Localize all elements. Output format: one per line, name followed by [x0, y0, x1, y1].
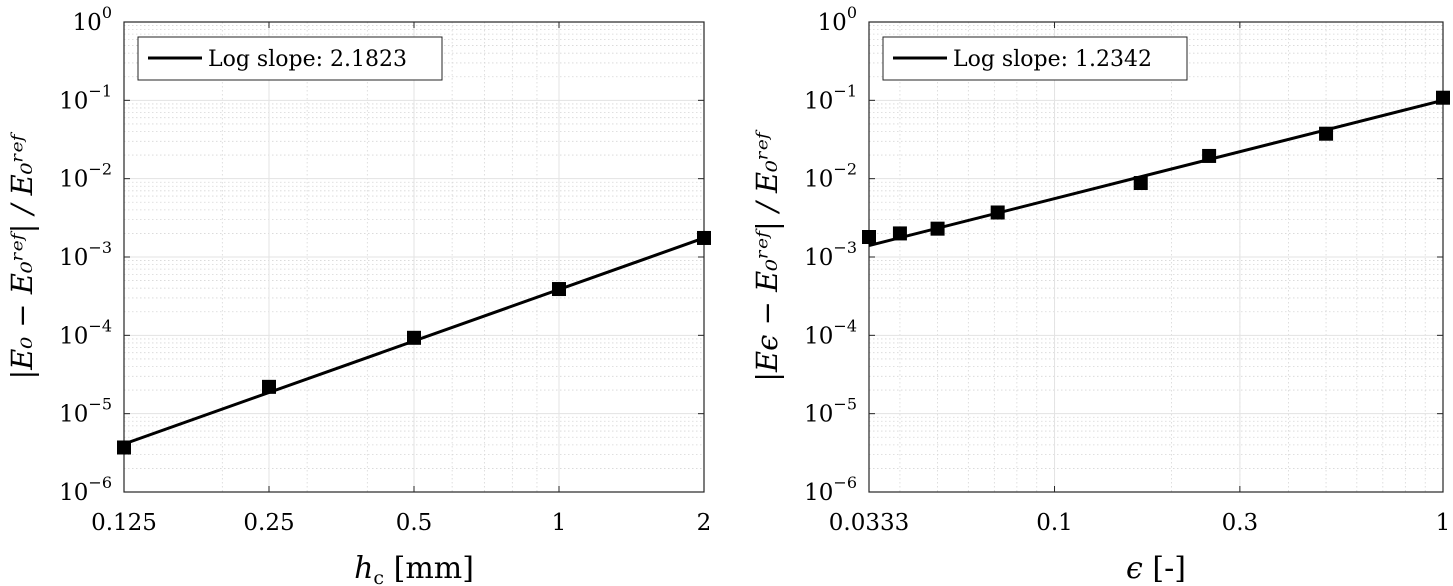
y-tick-label: 10−2 [804, 160, 857, 193]
y-tick-label: 10−6 [804, 473, 857, 506]
data-point [930, 221, 945, 236]
y-tick-mantissa: 10 [804, 245, 833, 271]
x-tick-label: 1 [552, 510, 567, 536]
data-point [892, 226, 907, 241]
x-tick-label: 0.25 [243, 510, 294, 536]
fit-line [868, 98, 1444, 248]
y-tick-mantissa: 10 [59, 480, 88, 506]
y-tick-label: 10−2 [59, 160, 112, 193]
x-tick-label: 0.125 [91, 510, 157, 536]
x-axis-subscript: c [373, 567, 384, 586]
data-point [117, 440, 131, 455]
y-tick-exponent: −1 [833, 81, 857, 100]
y-tick-exponent: −4 [833, 316, 857, 335]
y-tick-label: 10−1 [804, 81, 857, 114]
data-point [697, 230, 711, 245]
x-tick-label: 2 [697, 510, 712, 536]
y-tick-exponent: −5 [833, 395, 857, 414]
y-tick-exponent: −1 [88, 81, 112, 100]
data-point [262, 379, 276, 394]
x-axis-label: hc [mm] [354, 551, 474, 586]
y-tick-label: 10−4 [59, 316, 112, 349]
y-tick-label: 10−3 [804, 238, 857, 271]
y-tick-label: 10−5 [804, 395, 857, 428]
y-tick-mantissa: 10 [804, 323, 833, 349]
x-axis-spacer [384, 551, 394, 586]
y-axis-label: |Eϵ − E₀ʳᵉᶠ| / E₀ʳᵉᶠ [750, 129, 784, 382]
data-point [407, 330, 421, 345]
y-tick-label: 10−3 [59, 238, 112, 271]
x-tick-label: 0.5 [396, 510, 433, 536]
data-point [862, 230, 876, 245]
x-tick-label: 0.0333 [829, 510, 909, 536]
y-tick-mantissa: 10 [59, 88, 88, 114]
legend: Log slope: 1.2342 [882, 36, 1188, 81]
x-axis-unit: [mm] [394, 551, 474, 586]
y-tick-exponent: −4 [88, 316, 112, 335]
y-tick-label: 10−4 [804, 316, 857, 349]
data-point [990, 205, 1005, 220]
y-axis-label: |E₀ − E₀ʳᵉᶠ| / E₀ʳᵉᶠ [5, 131, 39, 379]
data-point [552, 282, 566, 297]
y-tick-exponent: −2 [88, 160, 112, 179]
x-tick-label: 0.1 [1036, 510, 1073, 536]
data-point [1133, 176, 1148, 191]
y-tick-mantissa: 10 [818, 10, 847, 36]
y-tick-mantissa: 10 [804, 480, 833, 506]
y-tick-exponent: −2 [833, 160, 857, 179]
x-axis-unit: [-] [1152, 551, 1186, 586]
y-tick-label: 10−1 [59, 81, 112, 114]
y-tick-exponent: −3 [88, 238, 112, 257]
x-axis-symbol: ϵ [1126, 551, 1143, 586]
data-point [1319, 126, 1334, 141]
x-tick-label: 0.3 [1222, 510, 1259, 536]
y-tick-label: 100 [73, 3, 112, 36]
y-tick-label: 10−5 [59, 395, 112, 428]
y-tick-mantissa: 10 [59, 402, 88, 428]
y-tick-mantissa: 10 [59, 245, 88, 271]
legend-entry: Log slope: 2.1823 [208, 47, 407, 72]
y-tick-mantissa: 10 [804, 167, 833, 193]
y-tick-exponent: −6 [833, 473, 857, 492]
y-tick-mantissa: 10 [804, 88, 833, 114]
y-tick-mantissa: 10 [804, 402, 833, 428]
x-axis-label: ϵ [-] [1126, 551, 1186, 586]
y-tick-exponent: −6 [88, 473, 112, 492]
y-tick-exponent: 0 [847, 3, 857, 22]
x-tick-label: 1 [1436, 510, 1451, 536]
y-tick-mantissa: 10 [59, 167, 88, 193]
y-tick-mantissa: 10 [59, 323, 88, 349]
y-tick-mantissa: 10 [73, 10, 102, 36]
data-point [1202, 148, 1217, 163]
y-tick-exponent: −5 [88, 395, 112, 414]
y-tick-exponent: 0 [102, 3, 112, 22]
legend-entry: Log slope: 1.2342 [953, 47, 1152, 72]
x-axis-symbol: h [354, 551, 373, 586]
y-tick-label: 10−6 [59, 473, 112, 506]
data-point [1436, 90, 1450, 105]
legend: Log slope: 2.1823 [137, 36, 443, 81]
y-tick-exponent: −3 [833, 238, 857, 257]
x-axis-spacer [1143, 551, 1153, 586]
y-tick-label: 100 [818, 3, 857, 36]
